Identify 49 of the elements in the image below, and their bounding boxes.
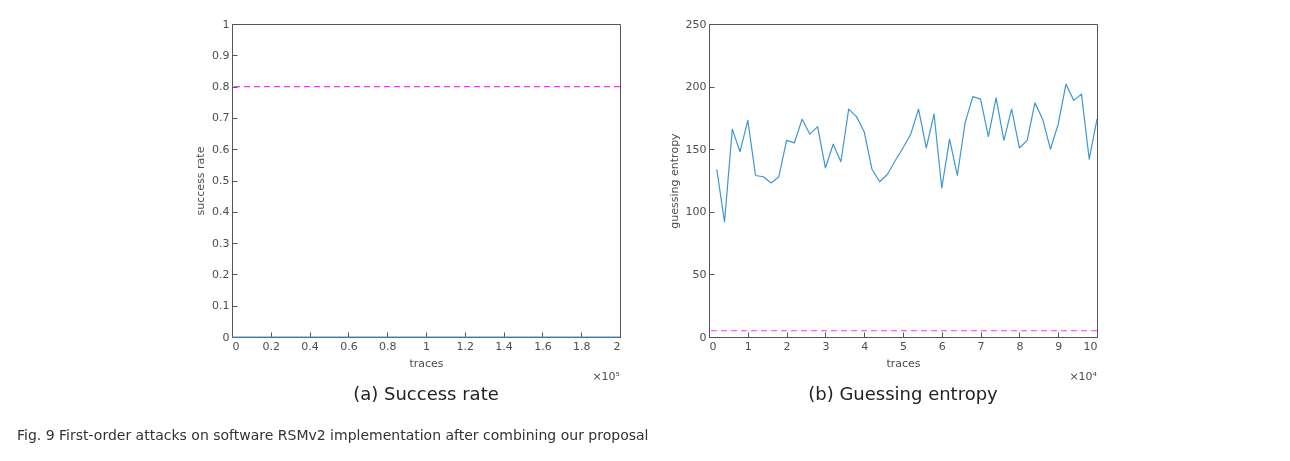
text: (b) Guessing entropy	[807, 383, 999, 404]
x-tick-label: 0.6	[340, 339, 358, 353]
x-tick-label: 1.4	[495, 339, 513, 353]
text: (a) Success rate	[352, 383, 500, 404]
y-tick-label: 0.4	[212, 205, 230, 219]
y-axis-title: success rate	[194, 146, 208, 216]
caption: Fig. 9 First-order attacks on software RSMv2 implementation after combining our proposal	[17, 427, 649, 443]
y-tick-label: 0.5	[212, 174, 230, 187]
x-tick-label: 1.8	[572, 339, 591, 353]
y-tick-label: 150	[685, 142, 707, 156]
y-tick-label: 250	[685, 17, 707, 31]
x-tick-label: 0	[709, 339, 717, 353]
x-tick-label: 6	[938, 339, 946, 353]
y-tick-label: 0.6	[212, 142, 230, 156]
x-tick-label: 2	[783, 339, 791, 353]
x-tick-label: 9	[1055, 339, 1063, 353]
x-tick-label: 0.8	[378, 339, 397, 353]
x-tick-label: 4	[861, 339, 869, 353]
x-axis-title: traces	[409, 356, 444, 370]
x-tick-label: 1.2	[456, 339, 475, 353]
y-axis-title: guessing entropy	[667, 132, 681, 229]
x-tick-label: 0.4	[301, 339, 319, 353]
x-tick-label: 0	[232, 339, 240, 353]
line-series	[716, 83, 1098, 223]
x-tick-label: 1.6	[534, 339, 552, 353]
y-tick-label: 0.9	[212, 48, 230, 62]
x-tick-label: 7	[977, 339, 985, 353]
text: ×10⁴	[1069, 370, 1098, 383]
x-axis-title: traces	[886, 356, 921, 370]
y-tick-label: 0.8	[212, 80, 230, 94]
y-tick-label: 50	[692, 267, 707, 281]
x-tick-label: 1	[744, 339, 752, 353]
y-tick-label: 100	[685, 205, 707, 219]
x-tick-label: 0.2	[262, 339, 281, 353]
y-tick-label: 0.7	[212, 111, 230, 125]
y-tick-label: 0.1	[212, 299, 230, 313]
y-tick-label: 0	[699, 330, 707, 344]
x-tick-label: 3	[822, 339, 830, 353]
x-tick-label: 1	[423, 339, 430, 353]
x-tick-label: 10	[1083, 339, 1098, 353]
y-tick-label: 200	[685, 80, 707, 94]
y-tick-label: 0.3	[212, 236, 230, 250]
y-tick-label: 0	[222, 330, 230, 344]
x-tick-label: 8	[1016, 339, 1024, 353]
text: ×10⁵	[592, 370, 620, 383]
y-tick-label: 1	[222, 17, 230, 31]
y-tick-label: 0.2	[212, 267, 230, 281]
x-tick-label: 5	[900, 339, 907, 353]
x-tick-label: 2	[613, 339, 621, 353]
